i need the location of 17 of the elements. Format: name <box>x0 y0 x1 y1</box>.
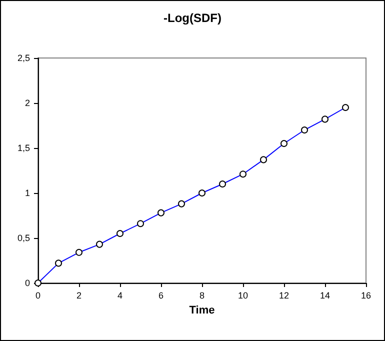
x-tick-label: 6 <box>158 290 164 300</box>
x-tick-label: 14 <box>320 290 330 300</box>
y-tick-label: 1 <box>24 188 30 198</box>
x-tick-label: 4 <box>117 290 123 300</box>
x-tick-label: 8 <box>199 290 205 300</box>
y-tick-label: 0 <box>24 278 30 288</box>
y-tick-label: 2 <box>24 98 30 108</box>
y-tick-label: 0,5 <box>17 233 30 243</box>
chart-title: -Log(SDF) <box>164 11 222 25</box>
x-tick-label: 12 <box>278 290 290 300</box>
x-tick-label: 10 <box>238 290 248 300</box>
y-tick-label: 1,5 <box>17 143 30 153</box>
y-tick-label: 2,5 <box>17 53 30 63</box>
x-tick-label: 2 <box>76 290 82 300</box>
x-tick-label: 0 <box>35 290 41 300</box>
x-axis-title: Time <box>189 304 215 316</box>
x-tick-label: 16 <box>360 290 372 300</box>
